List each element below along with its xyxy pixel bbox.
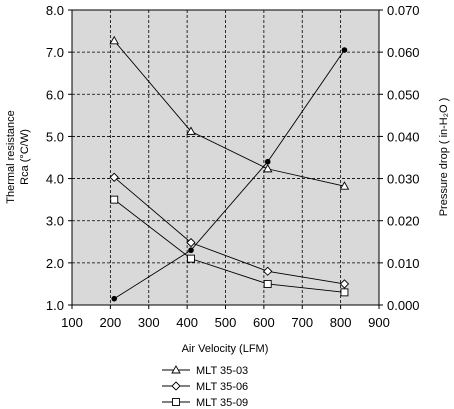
left-tick-label: 6.0 (46, 87, 64, 102)
data-point (263, 279, 272, 288)
left-axis-title-line1: Thermal resistance (5, 110, 17, 204)
right-tick-label: 0.070 (387, 3, 420, 18)
x-tick-label: 400 (176, 315, 198, 330)
x-tick-label: 300 (138, 315, 160, 330)
legend-item: MLT 35-09 (162, 397, 248, 409)
left-axis-ticks: 1.0 2.0 3.0 4.0 5.0 6.0 7.0 8.0 (46, 3, 72, 313)
left-tick-label: 2.0 (46, 256, 64, 271)
right-tick-label: 0.050 (387, 87, 420, 102)
x-axis-ticks: 100 200 300 400 500 600 700 800 900 (61, 305, 390, 330)
data-point (188, 247, 194, 254)
right-tick-label: 0.040 (387, 129, 420, 144)
right-tick-label: 0.030 (387, 172, 420, 187)
legend-marker (172, 398, 180, 406)
data-point (110, 195, 119, 204)
right-tick-label: 0.020 (387, 214, 420, 229)
series-pressure-drop (111, 47, 348, 302)
data-point (339, 279, 350, 289)
data-point (340, 288, 349, 297)
legend-marker (171, 381, 181, 391)
x-tick-label: 100 (61, 315, 83, 330)
right-tick-label: 0.060 (387, 45, 420, 60)
legend-label: MLT 35-06 (196, 381, 248, 393)
left-tick-label: 5.0 (46, 129, 64, 144)
left-tick-label: 1.0 (46, 298, 64, 313)
x-tick-label: 800 (330, 315, 352, 330)
right-tick-label: 0.000 (387, 298, 420, 313)
data-point (111, 295, 118, 302)
x-tick-label: 200 (100, 315, 122, 330)
legend-marker (171, 365, 181, 374)
left-axis-title-line2: Rca (°C/W) (19, 129, 31, 185)
x-tick-label: 500 (215, 315, 237, 330)
series-mlt-35-06 (109, 172, 350, 289)
x-tick-label: 700 (291, 315, 313, 330)
x-tick-label: 600 (253, 315, 275, 330)
series-line (113, 49, 345, 300)
series-layer (109, 35, 350, 302)
data-point (263, 266, 273, 276)
series-mlt-35-03 (109, 35, 350, 190)
data-point (186, 237, 196, 248)
data-point (339, 181, 350, 190)
left-tick-label: 8.0 (46, 3, 64, 18)
data-point (186, 126, 196, 135)
series-mlt-35-09 (110, 195, 349, 297)
legend-label: MLT 35-03 (196, 365, 248, 377)
legend: MLT 35-03 MLT 35-06 MLT 35-09 (162, 365, 248, 409)
data-point (264, 158, 271, 165)
series-line (113, 176, 345, 285)
right-axis-ticks: 0.000 0.010 0.020 0.030 0.040 0.050 0.060 0.070 (379, 3, 420, 313)
right-tick-label: 0.010 (387, 256, 420, 271)
right-axis-title: Pressure drop ( in-H₂O ) (438, 98, 450, 217)
data-point (341, 47, 348, 53)
x-axis-title: Air Velocity (LFM) (182, 343, 269, 355)
series-line (113, 199, 345, 293)
series-line (113, 40, 345, 187)
left-tick-label: 4.0 (46, 172, 64, 187)
left-tick-label: 7.0 (46, 45, 64, 60)
data-point (109, 172, 119, 182)
legend-item: MLT 35-03 (162, 365, 248, 377)
left-tick-label: 3.0 (46, 214, 64, 229)
data-point (109, 35, 119, 45)
legend-item: MLT 35-06 (162, 381, 248, 393)
x-tick-label: 900 (368, 315, 390, 330)
data-point (187, 254, 195, 263)
data-point (262, 163, 273, 173)
legend-label: MLT 35-09 (196, 397, 248, 409)
